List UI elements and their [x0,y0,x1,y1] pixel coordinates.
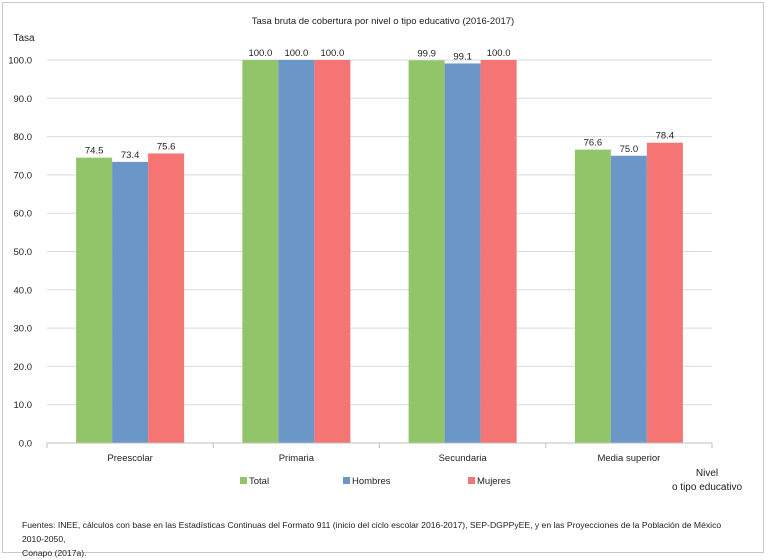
bar [646,142,683,443]
bar [148,153,185,443]
source-line-1: Fuentes: INEE, cálculos con base en las … [22,520,722,544]
data-label: 100.0 [487,48,511,59]
bar [112,161,149,444]
bars: 74.5 73.4 75.6 100.0 100.0 100.0 99.9 99.1 100.0… [76,48,683,444]
data-label: 99.9 [417,48,436,59]
bar [76,157,113,444]
legend-swatch [343,477,350,484]
data-label: 75.6 [157,141,176,152]
legend-label: Mujeres [477,476,511,487]
legend-swatch [240,477,247,484]
source-line-2: Conapo (2017a). [22,548,87,558]
y-tick-label: 100.0 [8,56,32,67]
x-tick-label: Preescolar [107,453,152,464]
data-label: 76.6 [584,138,603,149]
bar [278,60,315,443]
y-tick-label: 20.0 [14,362,33,373]
chart-frame [2,2,764,553]
bar [610,155,647,443]
bar [574,149,611,443]
y-tick-label: 50.0 [14,247,33,258]
data-label: 99.1 [453,51,472,62]
data-label: 78.4 [656,131,675,142]
y-tick-label: 60.0 [14,209,33,220]
bar [480,60,517,443]
data-label: 74.5 [85,146,104,157]
x-axis: Preescolar Primaria Secundaria Media superi… [46,442,713,464]
y-tick-label: 10.0 [14,400,33,411]
bar [242,60,279,443]
x-tick-label: Primaria [279,453,315,464]
legend: Total Hombres Mujeres [240,476,511,487]
data-label: 100.0 [248,48,272,59]
legend-label: Total [249,476,269,487]
bar [408,60,445,444]
y-tick-label: 0.0 [19,439,32,450]
x-axis-label-line1: Nivel [696,468,718,479]
bar [444,63,481,444]
data-label: 100.0 [284,48,308,59]
y-axis-ticks: 0.0 10.0 20.0 30.0 40.0 50.0 60.0 70.0 80.0 90.0 1… [8,56,32,450]
source-note: Fuentes: INEE, cálculos con base en las … [22,518,722,560]
y-tick-label: 80.0 [14,132,33,143]
bar-chart: Tasa bruta de cobertura por nivel o tipo… [8,16,742,493]
data-label: 75.0 [620,144,639,155]
bar [314,60,351,443]
y-axis-label: Tasa [13,33,35,44]
legend-label: Hombres [352,476,391,487]
legend-swatch [468,477,475,484]
y-tick-label: 40.0 [14,285,33,296]
data-label: 73.4 [121,150,140,161]
x-axis-label-line2: o tipo educativo [672,482,742,493]
y-tick-label: 90.0 [14,94,33,105]
data-label: 100.0 [320,48,344,59]
y-tick-label: 30.0 [14,324,33,335]
chart-title: Tasa bruta de cobertura por nivel o tipo… [252,16,514,27]
x-tick-label: Secundaria [439,453,488,464]
y-tick-label: 70.0 [14,170,33,181]
x-tick-label: Media superior [597,453,660,464]
